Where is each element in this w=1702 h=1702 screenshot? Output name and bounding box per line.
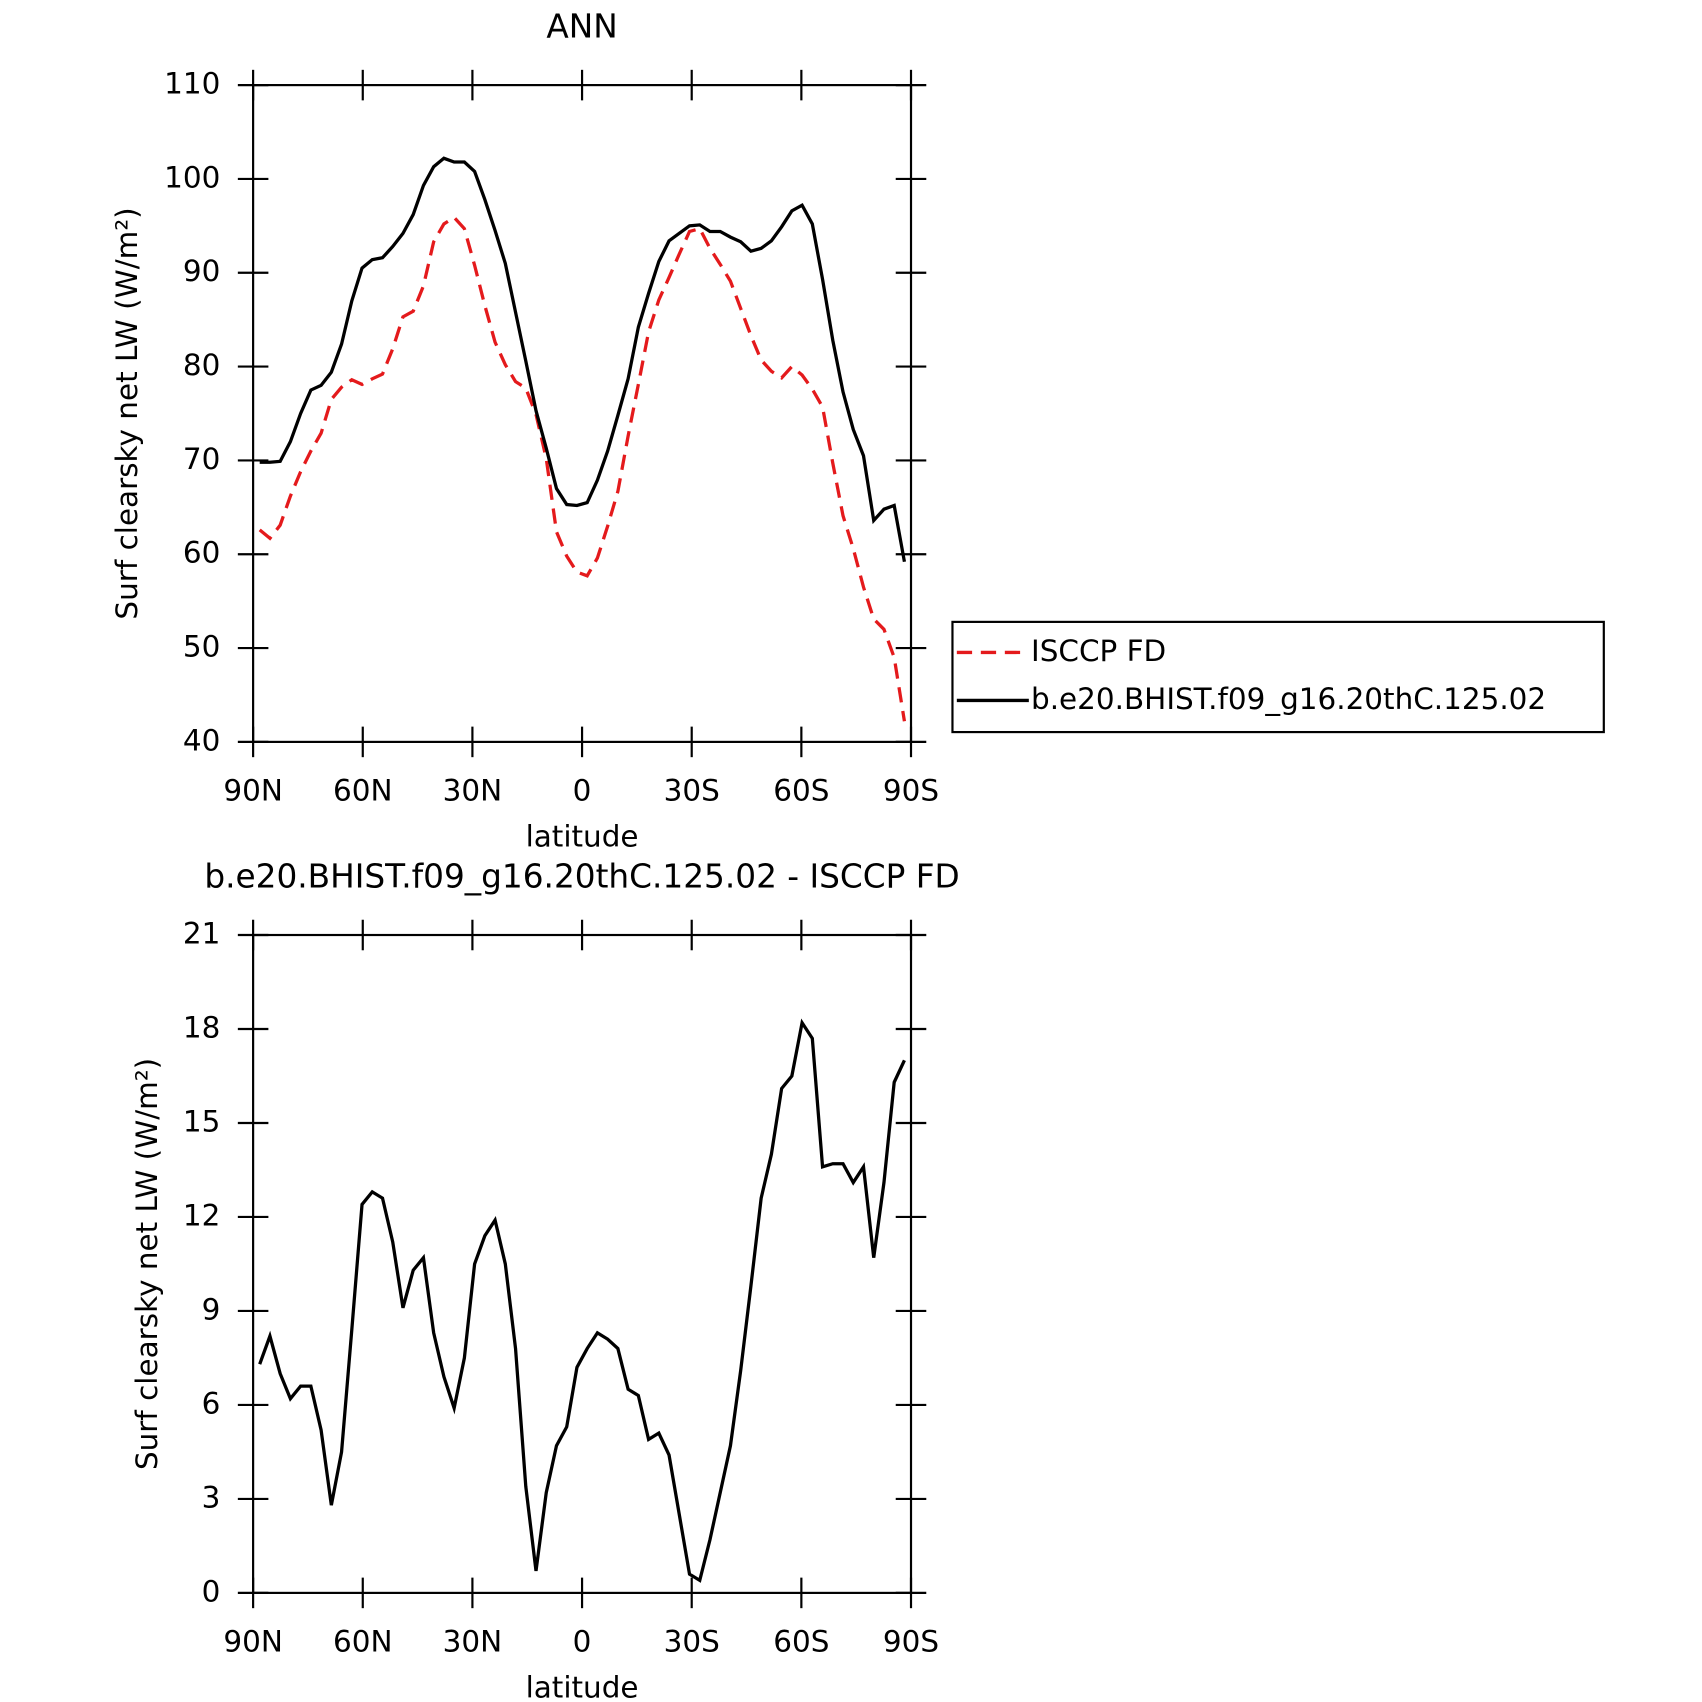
x-axis-label: latitude <box>526 1670 639 1702</box>
y-tick-label: 18 <box>183 1010 220 1044</box>
plot-frame <box>252 933 913 1594</box>
x-tick-label: 90N <box>223 774 282 808</box>
x-tick-label: 30S <box>664 774 720 808</box>
y-tick-label: 0 <box>202 1574 221 1608</box>
x-axis-label: latitude <box>526 819 639 853</box>
y-tick-label: 9 <box>202 1292 221 1326</box>
plot-frame <box>252 84 913 743</box>
y-tick-label: 110 <box>164 67 220 101</box>
y-tick-label: 21 <box>183 917 220 951</box>
x-tick-label: 30N <box>443 774 502 808</box>
chart-title: b.e20.BHIST.f09_g16.20thC.125.02 - ISCCP… <box>204 857 959 895</box>
x-tick-label: 90S <box>883 1625 939 1659</box>
y-tick-label: 15 <box>183 1104 220 1138</box>
x-tick-label: 60S <box>773 1625 829 1659</box>
x-tick-label: 60S <box>773 774 829 808</box>
x-tick-label: 30S <box>664 1625 720 1659</box>
x-tick-label: 60N <box>333 1625 392 1659</box>
y-tick-label: 3 <box>202 1480 221 1514</box>
y-tick-label: 80 <box>183 348 220 382</box>
y-axis-label: Surf clearsky net LW (W/m²) <box>130 1058 164 1470</box>
y-tick-label: 100 <box>164 160 220 194</box>
y-tick-label: 12 <box>183 1198 220 1232</box>
data-line <box>258 215 907 722</box>
x-tick-label: 0 <box>573 1625 592 1659</box>
x-tick-label: 90N <box>223 1625 282 1659</box>
x-tick-label: 0 <box>573 774 592 808</box>
chart-title: ANN <box>546 7 617 45</box>
y-axis-label: Surf clearsky net LW (W/m²) <box>110 207 144 619</box>
y-tick-label: 90 <box>183 254 220 288</box>
y-tick-label: 40 <box>183 723 220 757</box>
x-tick-label: 30N <box>443 1625 502 1659</box>
y-tick-label: 70 <box>183 442 220 476</box>
x-tick-label: 90S <box>883 774 939 808</box>
legend-box <box>951 620 1605 734</box>
legend-label: ISCCP FD <box>1031 634 1166 668</box>
x-tick-label: 60N <box>333 774 392 808</box>
y-tick-label: 6 <box>202 1386 221 1420</box>
legend-label: b.e20.BHIST.f09_g16.20thC.125.02 <box>1031 682 1546 716</box>
data-line <box>259 156 907 563</box>
y-tick-label: 60 <box>183 536 220 570</box>
y-tick-label: 50 <box>183 630 220 664</box>
data-line <box>258 1018 906 1583</box>
